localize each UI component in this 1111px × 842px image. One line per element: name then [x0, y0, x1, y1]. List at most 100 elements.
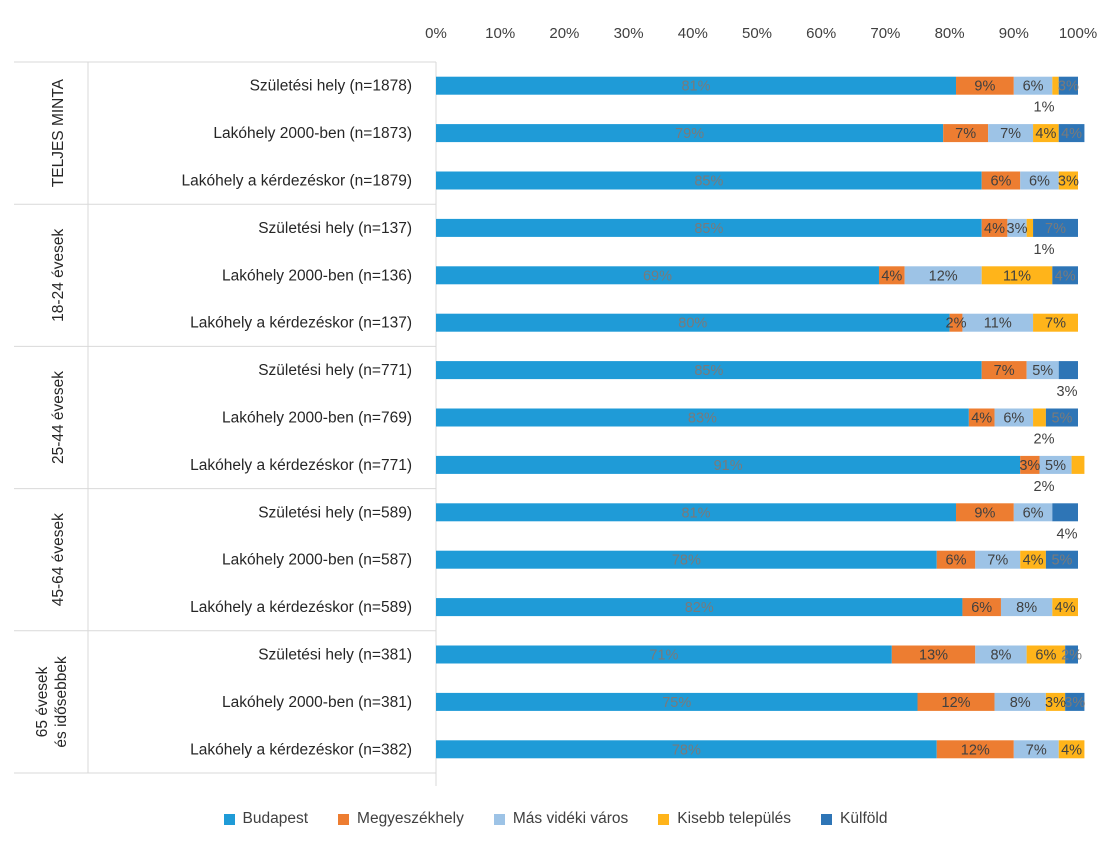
data-label: 85% [694, 174, 723, 190]
x-tick-label: 30% [614, 25, 644, 42]
x-tick-label: 70% [870, 25, 900, 42]
bar-segment [436, 266, 879, 285]
data-label: 11% [1003, 268, 1031, 284]
bar-segment [436, 171, 982, 190]
data-label: 13% [919, 648, 948, 664]
x-tick-label: 50% [742, 25, 772, 42]
bar-segment [1020, 455, 1040, 474]
data-label: 5% [1045, 458, 1066, 474]
bar-segment [1026, 645, 1066, 664]
data-label: 6% [1035, 648, 1056, 664]
bar-segment [1039, 455, 1072, 474]
bar-segment [1020, 550, 1046, 569]
bar-segment [436, 124, 944, 143]
bar-segment [1013, 740, 1059, 759]
data-label: 6% [971, 600, 992, 616]
category-label: Lakóhely a kérdezéskor (n=589) [190, 599, 412, 616]
bar-segment [1065, 692, 1085, 711]
bar-segment [943, 124, 989, 143]
data-label: 4% [1057, 526, 1078, 542]
legend-item: Megyeszékhely [338, 810, 464, 828]
data-label: 6% [946, 553, 967, 569]
data-label: 8% [1010, 695, 1031, 711]
data-label: 4% [1035, 126, 1056, 142]
data-label: 7% [1026, 742, 1047, 758]
data-label: 80% [678, 316, 707, 332]
x-tick-label: 80% [935, 25, 965, 42]
group-label: 45-64 évesek [50, 513, 67, 606]
bar-segment [1045, 408, 1078, 427]
data-label: 6% [1029, 174, 1050, 190]
data-label: 7% [1045, 316, 1066, 332]
bar-segment [1026, 361, 1059, 380]
bar-segment [1071, 455, 1085, 474]
data-label: 4% [1055, 600, 1076, 616]
x-tick-label: 20% [549, 25, 579, 42]
data-label: 83% [688, 411, 717, 427]
bar-segment [1058, 361, 1078, 380]
bar-segment [981, 218, 1008, 237]
data-label: 3% [1007, 221, 1028, 237]
category-label: Lakóhely a kérdezéskor (n=771) [190, 457, 412, 474]
bar-segment [936, 740, 1014, 759]
category-label: Születési hely (n=381) [258, 647, 412, 664]
data-label: 6% [1003, 411, 1024, 427]
data-label: 6% [1023, 505, 1044, 521]
bar-segment [1045, 692, 1066, 711]
legend-swatch [338, 813, 350, 825]
bar-segment [1058, 124, 1085, 143]
bar-segment [436, 455, 1021, 474]
data-label: 78% [672, 553, 701, 569]
category-label: Születési hely (n=771) [258, 362, 412, 379]
data-label: 8% [1016, 600, 1037, 616]
legend-item: Más vidéki város [493, 810, 628, 828]
legend-swatch [223, 813, 235, 825]
legend: Budapest Megyeszékhely Más vidéki város Kis… [0, 806, 1111, 832]
data-label: 4% [1061, 126, 1082, 142]
data-label: 6% [990, 174, 1011, 190]
bar-segment [1026, 218, 1034, 237]
data-label: 9% [974, 505, 995, 521]
bar-segment [436, 598, 963, 617]
data-label: 12% [942, 695, 971, 711]
data-label: 7% [1045, 221, 1066, 237]
legend-item: Budapest [223, 810, 308, 828]
x-tick-label: 40% [678, 25, 708, 42]
data-label: 85% [694, 221, 723, 237]
bar-segment [436, 503, 957, 522]
data-label: 12% [929, 268, 958, 284]
category-label: Lakóhely 2000-ben (n=587) [222, 552, 412, 569]
data-label: 2% [1034, 479, 1055, 495]
data-label: 1% [1034, 100, 1055, 116]
bar-segment [1065, 645, 1078, 664]
bar-segment [436, 645, 892, 664]
bar-segment [981, 266, 1053, 285]
data-label: 79% [675, 126, 704, 142]
category-label: Lakóhely 2000-ben (n=136) [222, 267, 412, 284]
category-label: Születési hely (n=137) [258, 220, 412, 237]
data-label: 6% [1023, 79, 1044, 95]
data-label: 8% [990, 648, 1011, 664]
bar-segment [1000, 598, 1053, 617]
bar-segment [981, 171, 1021, 190]
data-label: 3% [1058, 79, 1079, 95]
category-label: Lakóhely 2000-ben (n=769) [222, 410, 412, 427]
data-label: 3% [1019, 458, 1040, 474]
x-tick-label: 60% [806, 25, 836, 42]
group-label: 18-24 évesek [50, 229, 67, 322]
data-label: 3% [1057, 384, 1078, 400]
data-label: 4% [984, 221, 1005, 237]
category-label: Lakóhely 2000-ben (n=381) [222, 694, 412, 711]
category-label: Lakóhely a kérdezéskor (n=382) [190, 741, 412, 758]
data-label: 5% [1032, 363, 1053, 379]
bar-segment [1007, 218, 1027, 237]
data-label: 1% [1034, 242, 1055, 258]
x-tick-label: 10% [485, 25, 515, 42]
data-label: 7% [994, 363, 1015, 379]
x-tick-label: 100% [1059, 25, 1097, 42]
bar-segment [436, 361, 982, 380]
data-label: 82% [685, 600, 714, 616]
bar-segment [1052, 598, 1078, 617]
bar-segment [994, 692, 1046, 711]
bar-segment [1058, 171, 1078, 190]
